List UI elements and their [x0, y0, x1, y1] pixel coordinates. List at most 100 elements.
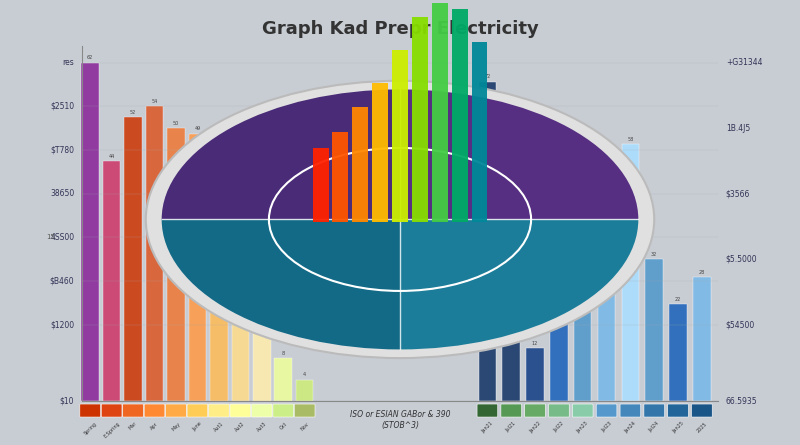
FancyBboxPatch shape — [668, 404, 688, 417]
FancyBboxPatch shape — [230, 404, 250, 417]
Bar — [82, 62, 99, 401]
Text: 38650: 38650 — [50, 189, 74, 198]
Bar — [574, 188, 591, 401]
Bar — [210, 145, 228, 401]
Bar — [296, 380, 314, 401]
FancyBboxPatch shape — [572, 404, 593, 417]
Text: Jul23: Jul23 — [601, 421, 613, 433]
Text: $54500: $54500 — [726, 320, 755, 329]
Text: 48: 48 — [579, 181, 586, 186]
Text: 28: 28 — [698, 270, 705, 275]
Wedge shape — [400, 89, 638, 219]
FancyBboxPatch shape — [477, 404, 498, 417]
Bar — [167, 128, 185, 401]
Bar — [103, 161, 120, 401]
Bar — [313, 148, 329, 222]
Bar — [124, 117, 142, 401]
Text: Jan24: Jan24 — [624, 421, 637, 434]
Text: Nov: Nov — [299, 421, 310, 431]
Text: $1200: $1200 — [50, 320, 74, 329]
FancyBboxPatch shape — [549, 404, 570, 417]
Bar — [452, 9, 467, 222]
Bar — [646, 259, 663, 401]
Text: 2025: 2025 — [696, 421, 708, 433]
Bar — [274, 358, 292, 401]
FancyBboxPatch shape — [273, 404, 294, 417]
Bar — [598, 233, 615, 401]
Text: 44: 44 — [109, 154, 114, 159]
Bar — [231, 292, 249, 401]
Bar — [253, 303, 270, 401]
Wedge shape — [400, 219, 638, 349]
Bar — [392, 50, 408, 222]
Text: Graph Kad Prepr Electricity: Graph Kad Prepr Electricity — [262, 20, 538, 38]
Text: 20: 20 — [237, 285, 243, 290]
Text: Aut1: Aut1 — [213, 421, 225, 433]
Text: 58: 58 — [627, 137, 634, 142]
Bar — [412, 17, 428, 222]
Text: 49: 49 — [194, 126, 201, 131]
FancyBboxPatch shape — [251, 404, 272, 417]
Text: $10: $10 — [60, 397, 74, 406]
FancyBboxPatch shape — [620, 404, 641, 417]
Text: 4: 4 — [303, 372, 306, 377]
Text: $5.5000: $5.5000 — [726, 255, 758, 264]
Text: Jan23: Jan23 — [576, 421, 590, 434]
Text: Mar: Mar — [128, 421, 138, 431]
Bar — [372, 83, 388, 222]
Bar — [502, 335, 520, 401]
Bar — [693, 277, 710, 401]
Text: May: May — [170, 421, 182, 432]
Text: 62: 62 — [87, 55, 94, 61]
FancyBboxPatch shape — [187, 404, 208, 417]
Text: ISO or ESIAN GABor & 390
(STOB^3): ISO or ESIAN GABor & 390 (STOB^3) — [350, 410, 450, 429]
Bar — [670, 304, 686, 401]
Text: 18: 18 — [258, 296, 265, 301]
FancyBboxPatch shape — [691, 404, 712, 417]
Bar — [333, 132, 348, 222]
FancyBboxPatch shape — [102, 404, 122, 417]
Text: Jul21: Jul21 — [505, 421, 518, 433]
Text: 15: 15 — [46, 235, 55, 240]
Text: $3566: $3566 — [726, 189, 750, 198]
Text: 22: 22 — [675, 296, 681, 302]
FancyBboxPatch shape — [122, 404, 143, 417]
Bar — [622, 144, 639, 401]
Wedge shape — [162, 89, 400, 219]
Text: 30: 30 — [556, 261, 562, 266]
Text: 50: 50 — [173, 121, 179, 126]
FancyBboxPatch shape — [209, 404, 229, 417]
Wedge shape — [162, 219, 400, 349]
FancyBboxPatch shape — [166, 404, 186, 417]
Text: 15: 15 — [508, 328, 514, 333]
Text: 8: 8 — [282, 351, 285, 356]
Text: 66.5935: 66.5935 — [726, 397, 758, 406]
Bar — [352, 107, 368, 222]
Text: 72: 72 — [484, 74, 490, 80]
Text: Spring: Spring — [82, 421, 98, 436]
Text: Jul22: Jul22 — [553, 421, 565, 433]
Text: 38: 38 — [603, 226, 610, 231]
Bar — [526, 348, 544, 401]
FancyBboxPatch shape — [644, 404, 665, 417]
Text: Jan22: Jan22 — [528, 421, 542, 434]
FancyBboxPatch shape — [144, 404, 165, 417]
Text: 4SS00: 4SS00 — [50, 233, 74, 242]
Bar — [471, 42, 487, 222]
Text: 54: 54 — [151, 99, 158, 104]
Circle shape — [146, 81, 654, 358]
FancyBboxPatch shape — [596, 404, 617, 417]
Text: Jul24: Jul24 — [648, 421, 660, 433]
Text: Apr: Apr — [150, 421, 159, 431]
FancyBboxPatch shape — [294, 404, 315, 417]
Text: 47: 47 — [216, 138, 222, 142]
Bar — [550, 268, 568, 401]
Text: +G31344: +G31344 — [726, 58, 762, 67]
Text: $2510: $2510 — [50, 102, 74, 111]
Bar — [432, 0, 448, 222]
Text: 12: 12 — [532, 341, 538, 346]
Text: 1B.4J5: 1B.4J5 — [726, 124, 750, 133]
Text: Aut2: Aut2 — [234, 421, 246, 433]
Text: $B460: $B460 — [50, 277, 74, 286]
Text: Aut3: Aut3 — [256, 421, 268, 433]
